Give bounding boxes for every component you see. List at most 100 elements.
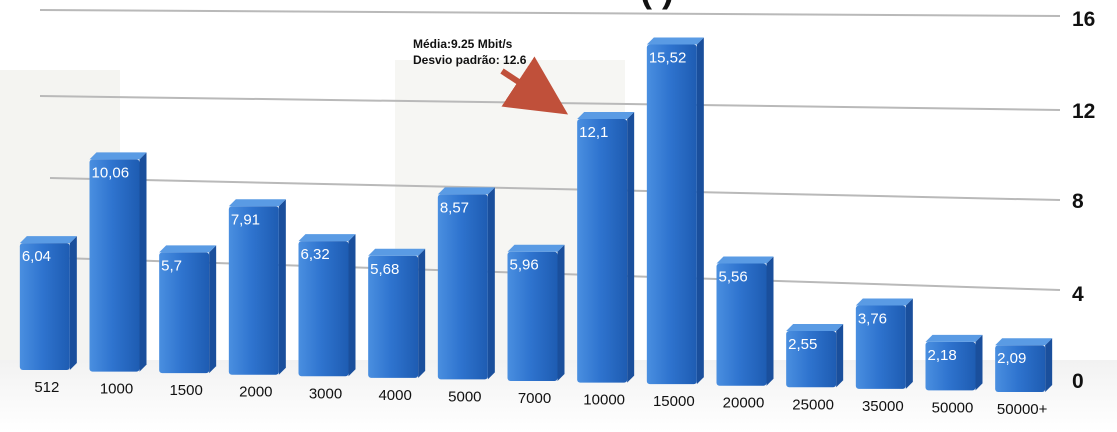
- bar-top: [507, 244, 565, 252]
- y-tick-label: 0: [1072, 370, 1084, 393]
- bar-value-label: 2,55: [788, 336, 817, 353]
- bar-front: [786, 330, 837, 388]
- bar-value-label: 2,09: [997, 350, 1026, 367]
- category-label: 3000: [309, 385, 342, 402]
- bar-top: [577, 111, 635, 119]
- bar-top: [855, 298, 913, 306]
- bar-value-label: 6,32: [301, 246, 330, 263]
- bar-15000: 15,52: [646, 37, 704, 385]
- bar-side: [278, 199, 286, 375]
- category-label: 1500: [169, 382, 202, 399]
- bar-50000+: 2,09: [995, 338, 1053, 392]
- bar-20000: 5,56: [716, 256, 774, 386]
- bar-35000: 3,76: [855, 298, 913, 389]
- category-label: 1000: [100, 381, 133, 398]
- category-label: 50000+: [997, 401, 1048, 418]
- chart-title: ( ): [640, 0, 674, 10]
- bar-top: [716, 256, 774, 264]
- category-label: 2000: [239, 384, 272, 401]
- bar-value-label: 8,57: [440, 199, 469, 216]
- category-label: 5000: [448, 388, 481, 405]
- bar-10000: 12,1: [577, 111, 635, 383]
- bar-25000: 2,55: [786, 323, 844, 388]
- category-label: 15000: [653, 393, 695, 410]
- bar-front: [437, 194, 488, 380]
- bar-front: [925, 341, 976, 391]
- bar-value-label: 5,7: [161, 257, 182, 274]
- bar-top: [228, 199, 286, 207]
- bar-value-label: 7,91: [231, 211, 260, 228]
- bar-top: [437, 187, 495, 195]
- bar-2000: 7,91: [228, 199, 286, 375]
- bar-side: [766, 256, 774, 386]
- bar-side: [487, 187, 495, 380]
- bar-top: [159, 245, 217, 253]
- bar-front: [577, 118, 628, 383]
- bar-front: [646, 44, 697, 385]
- bar-value-label: 5,56: [719, 268, 748, 285]
- bar-front: [19, 243, 70, 370]
- bar-top: [19, 236, 77, 244]
- bar-value-label: 6,04: [22, 248, 51, 265]
- annotation-arrow: [500, 56, 569, 115]
- bar-side: [836, 323, 844, 388]
- y-tick-label: 12: [1072, 100, 1095, 123]
- annotation: Média:9.25 Mbit/s Desvio padrão: 12.6: [413, 37, 569, 115]
- bar-512: 6,04: [19, 236, 77, 370]
- bar-3000: 6,32: [298, 234, 356, 377]
- bar-1000: 10,06: [89, 152, 147, 372]
- category-labels: 512 1000 1500 2000 3000 4000 5000 7000 10000 1500…: [34, 379, 1047, 418]
- category-label: 35000: [862, 398, 904, 415]
- bar-5000: 8,57: [437, 187, 495, 380]
- bar-side: [209, 245, 217, 374]
- bar-top: [925, 334, 983, 342]
- bars: 6,04 10,06 5,7 7,91 6,32 5,68 8,57 5,96 12,1 15,5…: [19, 37, 1053, 392]
- category-label: 50000: [932, 399, 974, 416]
- bar-top: [995, 338, 1053, 346]
- bar-4000: 5,68: [368, 248, 426, 378]
- bar-50000: 2,18: [925, 334, 983, 391]
- bar-front: [228, 206, 279, 375]
- category-label: 20000: [723, 395, 765, 412]
- bar-front: [995, 345, 1046, 392]
- annotation-mean: Média:9.25 Mbit/s: [413, 37, 513, 51]
- bar-value-label: 15,52: [649, 50, 687, 67]
- y-axis-ticks: 0 4 8 12 16: [1072, 8, 1095, 393]
- bar-top: [298, 234, 356, 242]
- category-label: 25000: [792, 396, 834, 413]
- bar-value-label: 5,96: [510, 257, 539, 274]
- bar-value-label: 5,68: [370, 261, 399, 278]
- bar-value-label: 3,76: [858, 310, 887, 327]
- bar-side: [69, 236, 77, 370]
- bar-side: [557, 244, 565, 381]
- gridline: [39, 9, 1061, 17]
- bar-front: [298, 241, 349, 377]
- category-label: 512: [34, 379, 59, 396]
- bar-side: [1045, 338, 1053, 392]
- y-tick-label: 8: [1072, 190, 1084, 213]
- bar-top: [368, 248, 426, 256]
- bar-side: [696, 37, 704, 385]
- bar-front: [368, 255, 419, 378]
- gridline: [49, 177, 1061, 201]
- bar-side: [627, 111, 635, 383]
- bar-value-label: 10,06: [92, 164, 130, 181]
- bar-side: [975, 334, 983, 391]
- category-label: 7000: [518, 390, 551, 407]
- bar-front: [159, 252, 210, 374]
- y-tick-label: 4: [1072, 283, 1084, 306]
- category-label: 10000: [583, 392, 625, 409]
- bar-side: [905, 298, 913, 389]
- bar-front: [507, 251, 558, 381]
- bar-value-label: 2,18: [928, 347, 957, 364]
- bar-value-label: 12,1: [579, 124, 608, 141]
- annotation-stddev: Desvio padrão: 12.6: [413, 53, 527, 67]
- bar-top: [646, 37, 704, 45]
- bar-front: [716, 263, 767, 386]
- bar-top: [786, 323, 844, 331]
- bar-side: [139, 152, 147, 372]
- y-tick-label: 16: [1072, 8, 1095, 31]
- category-label: 4000: [378, 387, 411, 404]
